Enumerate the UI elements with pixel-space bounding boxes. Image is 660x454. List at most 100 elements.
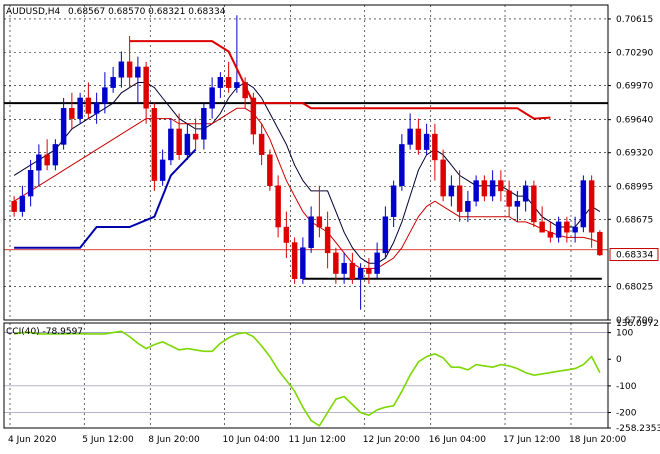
candle-body bbox=[407, 128, 413, 145]
candle-body bbox=[209, 87, 215, 109]
last-price-tag bbox=[609, 248, 659, 262]
candle-body bbox=[547, 231, 554, 238]
candle-body bbox=[399, 144, 405, 186]
axes: 4 Jun 2020 5 Jun 12:00 8 Jun 20:00 10 Jun 0… bbox=[3, 4, 660, 445]
candle-body bbox=[110, 77, 116, 88]
candle-body bbox=[176, 128, 182, 156]
moving-average-line bbox=[13, 107, 601, 269]
candle-body bbox=[498, 180, 504, 192]
candle-body bbox=[440, 159, 446, 197]
cci-y-tick-label: 0 bbox=[616, 355, 622, 365]
resistance-trend-line bbox=[129, 40, 551, 120]
cci-y-tick-label: 136.0972 bbox=[616, 319, 659, 329]
x-tick-label: 5 Jun 12:00 bbox=[82, 435, 134, 445]
x-tick-label: 17 Jun 12:00 bbox=[503, 435, 560, 445]
x-tick-label: 8 Jun 20:00 bbox=[148, 435, 200, 445]
candle-body bbox=[234, 82, 240, 88]
ohlc-readout: 0.68567 0.68570 0.68321 0.68334 bbox=[68, 7, 226, 17]
candle-body bbox=[539, 221, 545, 233]
candle-body bbox=[201, 108, 207, 140]
candle-body bbox=[135, 66, 141, 78]
cci-panel bbox=[4, 330, 608, 427]
y-tick-label: 0.68995 bbox=[616, 182, 653, 192]
candle-body bbox=[143, 66, 149, 109]
candle-body bbox=[85, 97, 92, 114]
candle-body bbox=[357, 268, 364, 279]
candle-body bbox=[415, 128, 422, 150]
candle-body bbox=[52, 144, 59, 166]
last-price-label: 0.68334 bbox=[616, 251, 653, 261]
candle-body bbox=[250, 97, 257, 135]
candle-body bbox=[151, 108, 158, 181]
candle-body bbox=[11, 200, 17, 212]
candle-body bbox=[77, 97, 83, 119]
candle-body bbox=[217, 77, 224, 88]
y-tick-label: 0.69970 bbox=[616, 82, 653, 92]
candle-body bbox=[564, 221, 570, 233]
candle-body bbox=[432, 133, 438, 161]
candle-body bbox=[118, 61, 125, 78]
candle-body bbox=[555, 221, 562, 238]
candle-body bbox=[93, 102, 100, 114]
x-tick-label: 12 Jun 20:00 bbox=[363, 435, 420, 445]
candle-body bbox=[102, 87, 108, 104]
candle-body bbox=[225, 77, 232, 88]
candle-body bbox=[184, 133, 191, 156]
candle-body bbox=[580, 180, 587, 228]
cci-y-tick-label: -100 bbox=[616, 382, 637, 392]
candle-body bbox=[481, 180, 488, 197]
candle-body bbox=[159, 159, 166, 181]
support-trend-line bbox=[14, 148, 197, 249]
candle-body bbox=[258, 133, 265, 156]
candle-body bbox=[572, 226, 578, 233]
candle-body bbox=[44, 154, 50, 166]
y-tick-label: 0.68675 bbox=[616, 215, 653, 225]
moving-averages bbox=[13, 81, 601, 269]
candle-body bbox=[291, 242, 298, 279]
candle-body bbox=[333, 252, 339, 274]
y-tick-label: 0.69320 bbox=[616, 149, 653, 159]
candle-body bbox=[168, 128, 174, 161]
main-panel-frame bbox=[3, 4, 609, 321]
candle-body bbox=[597, 231, 603, 256]
candle-body bbox=[366, 268, 372, 274]
candle-body bbox=[283, 226, 290, 243]
candle-body bbox=[267, 154, 273, 186]
candle-body bbox=[489, 180, 496, 197]
candle-body bbox=[448, 185, 455, 197]
trend-lines bbox=[14, 40, 551, 249]
candles bbox=[11, 15, 603, 310]
x-tick-label: 16 Jun 04:00 bbox=[429, 435, 486, 445]
candle-body bbox=[465, 200, 471, 212]
y-tick-label: 0.68025 bbox=[616, 282, 653, 292]
candle-body bbox=[126, 61, 133, 78]
candle-body bbox=[60, 108, 67, 145]
cci-y-tick-label: -258.2353 bbox=[616, 424, 660, 434]
candle-body bbox=[349, 262, 356, 279]
candle-body bbox=[36, 154, 42, 171]
candle-body bbox=[382, 216, 389, 254]
y-tick-label: 0.70615 bbox=[616, 15, 653, 25]
candle-body bbox=[324, 226, 331, 254]
y-tick-label: 0.67700 bbox=[616, 316, 653, 326]
candle-body bbox=[27, 169, 34, 197]
candle-body bbox=[522, 185, 529, 202]
candle-body bbox=[308, 216, 314, 248]
candle-body bbox=[506, 190, 512, 207]
cci-y-tick-label: 100 bbox=[616, 329, 633, 339]
cci-label: CCI(40) -78.9597 bbox=[6, 327, 83, 337]
candle-body bbox=[390, 185, 397, 217]
candle-body bbox=[275, 185, 281, 228]
candle-body bbox=[192, 133, 199, 140]
candle-body bbox=[423, 133, 430, 150]
cci-panel-frame bbox=[3, 322, 609, 429]
y-tick-label: 0.70290 bbox=[616, 49, 653, 59]
candle-body bbox=[316, 216, 323, 228]
moving-average-line bbox=[13, 81, 601, 264]
x-tick-label: 4 Jun 2020 bbox=[8, 435, 57, 445]
symbol-label: AUDUSD,H4 bbox=[6, 7, 61, 17]
cci-line bbox=[13, 330, 601, 427]
candle-body bbox=[19, 195, 26, 212]
candle-body bbox=[300, 247, 306, 279]
